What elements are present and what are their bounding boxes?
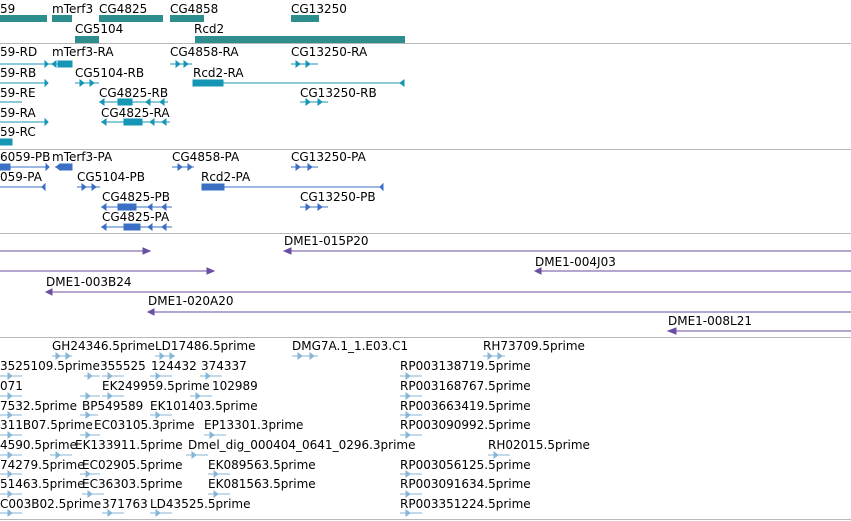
track-separator — [0, 233, 851, 234]
est-label[interactable]: EK081563.5prime — [208, 477, 316, 491]
est-label[interactable]: RP003056125.5prime — [400, 458, 531, 472]
track-separator — [0, 337, 851, 338]
transcript-label[interactable]: 59-RC — [0, 125, 36, 139]
refseq-label[interactable]: CG13250-PA — [291, 150, 366, 164]
gene-label[interactable]: Rcd2 — [194, 22, 225, 36]
est-label[interactable]: 355525 — [100, 359, 146, 373]
transcript-label[interactable]: 59-RD — [0, 45, 38, 59]
transcript-label[interactable]: CG13250-RA — [291, 45, 368, 59]
est-label[interactable]: RH02015.5prime — [488, 438, 590, 452]
est-label[interactable]: RP003091634.5prime — [400, 477, 531, 491]
est-track: GH24346.5prime LD17486.5prime DMG7A.1_1.… — [0, 338, 851, 519]
transcript-label[interactable]: CG4825-RB — [99, 86, 169, 100]
gene-feature[interactable] — [195, 36, 405, 43]
track-separator — [0, 519, 851, 520]
gene-label[interactable]: CG13250 — [291, 2, 347, 16]
gene-feature[interactable] — [75, 36, 99, 43]
est-label[interactable]: 071 — [0, 379, 23, 393]
gene-glyphs — [0, 15, 405, 43]
transcript-label[interactable]: CG4825-RA — [101, 106, 170, 120]
gene-feature[interactable] — [99, 15, 163, 22]
est-label[interactable]: BP549589 — [82, 399, 144, 413]
est-label[interactable]: C003B02.5prime — [0, 497, 102, 511]
est-label[interactable]: RP003663419.5prime — [400, 399, 531, 413]
refseq-label[interactable]: 059-PA — [0, 170, 42, 184]
transcript-label[interactable]: 59-RE — [0, 86, 36, 100]
est-label[interactable]: EC36303.5prime — [82, 477, 183, 491]
est-label[interactable]: EC02905.5prime — [82, 458, 183, 472]
est-label[interactable]: 371763 — [102, 497, 148, 511]
bac-clone-label[interactable]: DME1-004J03 — [535, 255, 616, 269]
est-label[interactable]: LD17486.5prime — [155, 339, 256, 353]
est-label[interactable]: EK249959.5prime — [102, 379, 210, 393]
est-label[interactable]: EK101403.5prime — [150, 399, 258, 413]
gene-feature[interactable] — [291, 15, 319, 22]
est-label[interactable]: 311B07.5prime — [0, 418, 93, 432]
est-glyphs — [0, 352, 510, 517]
est-label[interactable]: Dmel_dig_000404_0641_0296.3prime — [188, 438, 416, 452]
transcript-label[interactable]: 59-RB — [0, 66, 37, 80]
gene-label[interactable]: CG4858 — [170, 2, 219, 16]
transcript-glyphs — [0, 59, 405, 146]
bac-clone-label[interactable]: DME1-003B24 — [46, 275, 132, 289]
est-label[interactable]: 3525109.5prime — [0, 359, 100, 373]
est-label[interactable]: 51463.5prime — [0, 477, 85, 491]
refseq-label[interactable]: Rcd2-PA — [201, 170, 251, 184]
bac-clone-label[interactable]: DME1-008L21 — [668, 314, 752, 328]
est-label[interactable]: LD43525.5prime — [150, 497, 251, 511]
transcript-label[interactable]: CG13250-RB — [300, 86, 377, 100]
est-label[interactable]: GH24346.5prime — [52, 339, 155, 353]
gene-label[interactable]: CG4825 — [99, 2, 148, 16]
gene-feature[interactable] — [52, 15, 72, 22]
refseq-label[interactable]: CG4825-PB — [102, 190, 171, 204]
gene-track: 59 mTerf3 CG4825 CG4858 CG13250 CG5104 R… — [0, 0, 851, 43]
est-label[interactable]: 74279.5prime — [0, 458, 85, 472]
est-label[interactable]: 374337 — [201, 359, 247, 373]
est-label[interactable]: 7532.5prime — [0, 399, 77, 413]
transcript-label[interactable]: Rcd2-RA — [193, 66, 244, 80]
est-label[interactable]: EC03105.3prime — [94, 418, 195, 432]
est-label[interactable]: EP13301.3prime — [204, 418, 304, 432]
refseq-label[interactable]: CG5104-PB — [77, 170, 146, 184]
refseq-label[interactable]: CG13250-PB — [300, 190, 376, 204]
est-label[interactable]: DMG7A.1_1.E03.C1 — [292, 339, 409, 353]
est-label[interactable]: RP003168767.5prime — [400, 379, 531, 393]
gene-label[interactable]: 59 — [0, 2, 16, 16]
est-label[interactable]: 124432 — [151, 359, 197, 373]
gene-feature[interactable] — [0, 15, 47, 22]
bac-clone-label[interactable]: DME1-015P20 — [284, 234, 369, 248]
transcript-label[interactable]: CG4858-RA — [170, 45, 239, 59]
est-label[interactable]: RH73709.5prime — [483, 339, 585, 353]
refseq-label[interactable]: CG4825-PA — [102, 210, 170, 224]
est-label[interactable]: EK089563.5prime — [208, 458, 316, 472]
est-label[interactable]: RP003138719.5prime — [400, 359, 531, 373]
transcript-label[interactable]: mTerf3-RA — [52, 45, 114, 59]
gene-label[interactable]: CG5104 — [75, 22, 124, 36]
refseq-glyphs — [0, 162, 384, 231]
gene-feature[interactable] — [170, 15, 204, 22]
est-label[interactable]: 102989 — [212, 379, 258, 393]
bac-clone-label[interactable]: DME1-020A20 — [148, 294, 234, 308]
refseq-transcript-track: 6059-PB mTerf3-PA CG4858-PA CG13250-PA 0… — [0, 150, 851, 233]
transcript-label[interactable]: CG5104-RB — [75, 66, 145, 80]
est-label[interactable]: EK133911.5prime — [75, 438, 183, 452]
bac-clone-track: DME1-015P20 DME1-004J03 DME1-003B24 DME1… — [0, 234, 851, 337]
bac-glyphs — [0, 247, 851, 335]
est-label[interactable]: 4590.5prime — [0, 438, 77, 452]
est-label[interactable]: RP003090992.5prime — [400, 418, 531, 432]
track-separator — [0, 43, 851, 44]
refseq-label[interactable]: CG4858-PA — [172, 150, 240, 164]
track-separator — [0, 149, 851, 150]
transcript-label[interactable]: 59-RA — [0, 106, 36, 120]
est-label[interactable]: RP003351224.5prime — [400, 497, 531, 511]
refseq-label[interactable]: 6059-PB — [0, 150, 51, 164]
gene-label[interactable]: mTerf3 — [52, 2, 94, 16]
transcript-track: 59-RD mTerf3-RA CG4858-RA CG13250-RA 59-… — [0, 44, 851, 149]
refseq-label[interactable]: mTerf3-PA — [52, 150, 113, 164]
